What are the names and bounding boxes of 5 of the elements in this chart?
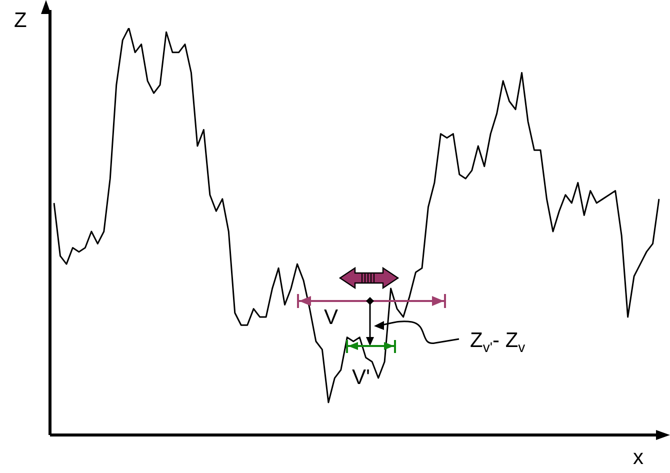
x-axis-title: x bbox=[633, 446, 644, 469]
annotation: V bbox=[324, 306, 338, 329]
y-axis-title: Z bbox=[14, 9, 27, 32]
annotation: Z$_{v'}$- Z$_{v}$ bbox=[470, 329, 526, 356]
annotation: V' bbox=[352, 366, 370, 389]
